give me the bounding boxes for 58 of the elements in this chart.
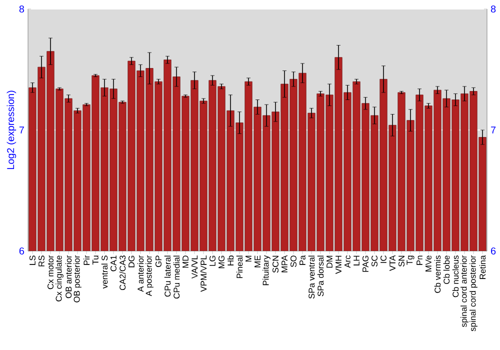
x-tick-label: DG [128,256,134,268]
x-tick-label: IC [380,256,386,263]
y2-tick-label: 7 [491,126,496,134]
x-tick-label: SPa ventral [308,256,315,299]
y2-tick-label: 6 [491,247,496,255]
x-tick-label: MD [182,256,188,268]
x-tick-label: OB anterior [65,255,72,298]
y-tick-label: 7 [19,126,24,134]
x-tick-label: A posterior [146,255,154,296]
x-tick-label: Cx cingulate [56,256,64,302]
x-tick-label: DM [326,256,332,268]
x-tick-label: ME [254,256,260,268]
x-tick-label: Cb nucleus [452,256,459,298]
x-tick-label: Cb lobe [443,256,450,284]
x-tick-label: RS [38,256,44,266]
x-tick-label: VMH [336,256,342,274]
x-tick-label: SO [290,256,296,268]
x-tick-label: GP [156,256,162,267]
x-tick-label: CA2/CA3 [119,256,126,290]
x-tick-label: VPM/VPL [200,255,207,292]
x-tick-label: Pineal [236,256,243,278]
x-tick-label: spinal cord anterior [460,255,468,327]
x-tick-label: LG [210,256,216,266]
x-tick-label: Tg [406,256,414,265]
x-tick-label: VTA [390,255,396,271]
x-tick-label: ventral S [101,256,108,289]
x-tick-label: SC [372,256,378,267]
x-tick-label: Pn [416,256,422,265]
y-tick-label: 6 [19,247,24,255]
x-tick-label: Pituitary [262,255,270,286]
x-tick-label: VA/VL [191,255,198,279]
x-tick-label: Arc [344,255,350,268]
x-tick-label: Cx motor [48,255,54,290]
x-tick-label: SCN [272,256,278,273]
x-tick-label: Pir [83,255,90,265]
x-tick-label: CA1 [110,256,116,272]
x-tick-label: PAG [362,256,368,272]
x-tick-label: CPu medial [173,256,180,299]
y2-tick-label: 8 [490,5,496,13]
x-tick-label: Pa [300,255,306,265]
x-tick-label: Cb vermis [434,256,441,293]
y-axis-title: Log2 (expression) [6,90,16,170]
x-tick-label: SPa dorsal [317,256,324,296]
x-tick-label: OB posterior [74,255,82,302]
y-tick-label: 8 [19,5,24,13]
x-tick-label: CPu lateral [164,256,171,297]
x-tick-label: A anterior [137,255,144,292]
x-tick-label: Retina [479,255,486,279]
x-tick-label: MVe [426,256,432,272]
x-tick-label: Tu [92,256,98,265]
x-tick-label: LS [30,256,36,265]
x-tick-label: Hb [227,256,234,266]
x-tick-label: MPA [282,255,288,272]
x-tick-label: spinal cord posterior [470,255,478,332]
x-tick-label: MG [218,256,224,268]
x-tick-label: LH [354,256,360,266]
x-tick-label: SN [398,256,404,267]
x-tick-label: M [246,256,252,262]
